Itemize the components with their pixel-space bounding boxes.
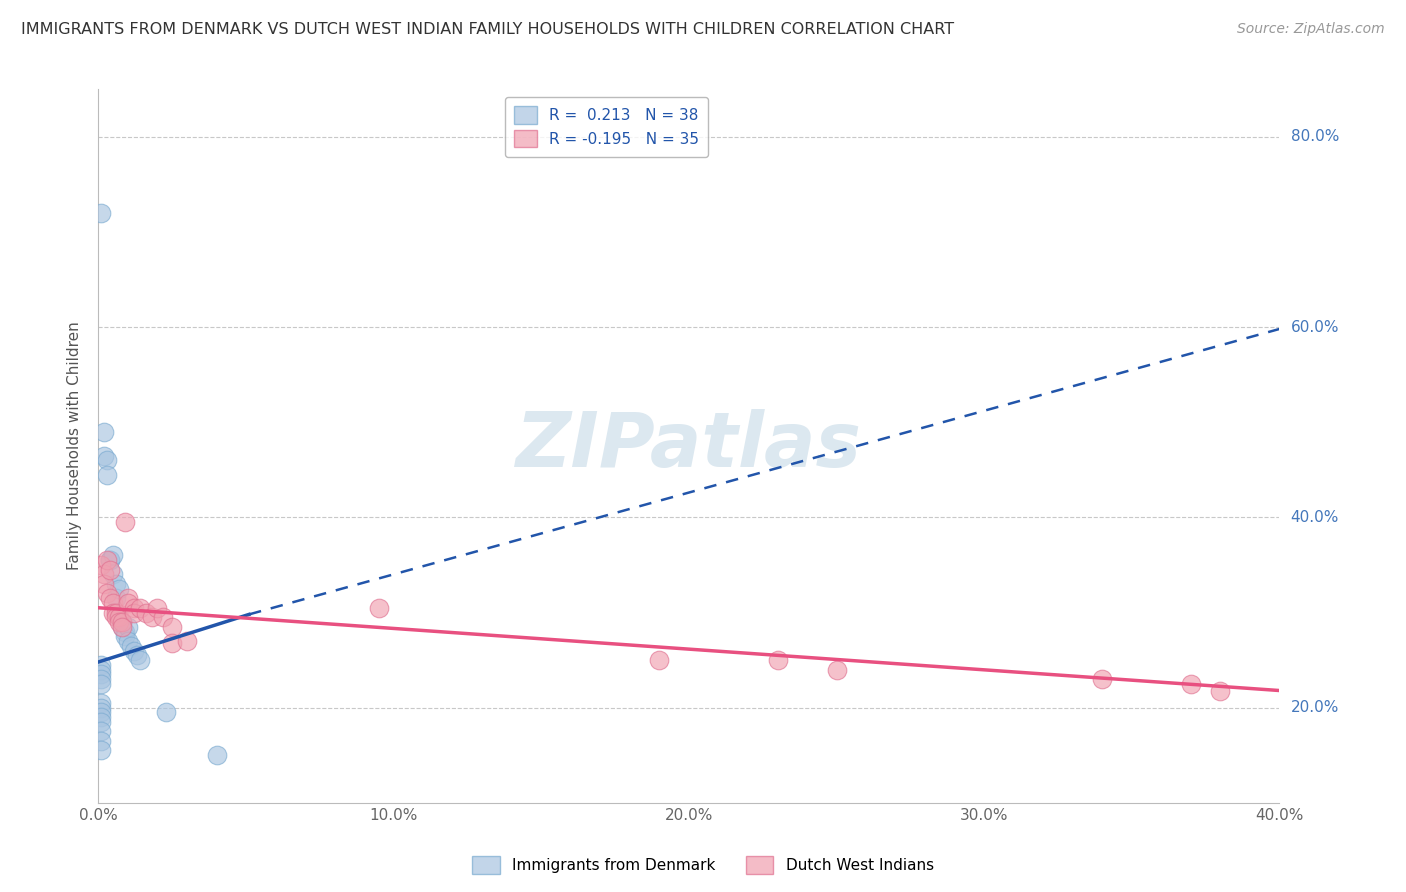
Point	[105, 610, 128, 624]
Text: Source: ZipAtlas.com: Source: ZipAtlas.com	[1237, 22, 1385, 37]
Point	[90, 706, 112, 720]
Point	[96, 553, 118, 567]
Point	[90, 657, 112, 672]
Point	[103, 606, 125, 620]
Point	[90, 724, 112, 739]
Point	[111, 620, 134, 634]
Point	[155, 706, 177, 720]
Point	[90, 734, 112, 748]
Point	[766, 653, 789, 667]
Point	[103, 596, 125, 610]
Point	[108, 615, 131, 629]
Point	[648, 653, 671, 667]
Point	[90, 677, 112, 691]
Point	[90, 743, 112, 757]
Point	[117, 591, 139, 606]
Point	[176, 634, 198, 648]
Point	[90, 663, 112, 677]
Point	[98, 563, 121, 577]
Point	[96, 586, 118, 600]
Point	[141, 610, 163, 624]
Point	[96, 467, 118, 482]
Point	[105, 591, 128, 606]
Point	[120, 639, 142, 653]
Point	[117, 620, 139, 634]
Point	[825, 663, 848, 677]
Point	[1180, 677, 1202, 691]
Point	[114, 629, 136, 643]
Point	[122, 600, 145, 615]
Point	[1209, 683, 1232, 698]
Point	[108, 610, 131, 624]
Point	[122, 606, 145, 620]
Legend: Immigrants from Denmark, Dutch West Indians: Immigrants from Denmark, Dutch West Indi…	[467, 850, 939, 880]
Point	[90, 710, 112, 724]
Point	[105, 577, 128, 591]
Y-axis label: Family Households with Children: Family Households with Children	[67, 322, 83, 570]
Point	[152, 610, 174, 624]
Legend: R =  0.213   N = 38, R = -0.195   N = 35: R = 0.213 N = 38, R = -0.195 N = 35	[505, 97, 709, 157]
Point	[93, 425, 115, 439]
Point	[162, 636, 183, 650]
Point	[146, 600, 169, 615]
Point	[103, 549, 125, 563]
Point	[128, 653, 150, 667]
Point	[122, 643, 145, 657]
Text: 20.0%: 20.0%	[1291, 700, 1339, 715]
Text: 80.0%: 80.0%	[1291, 129, 1339, 145]
Point	[128, 600, 150, 615]
Point	[90, 714, 112, 729]
Point	[114, 624, 136, 639]
Point	[90, 667, 112, 681]
Point	[90, 558, 112, 572]
Text: 40.0%: 40.0%	[1291, 510, 1339, 524]
Point	[114, 515, 136, 529]
Point	[135, 606, 157, 620]
Point	[108, 582, 131, 596]
Point	[90, 672, 112, 686]
Point	[105, 606, 128, 620]
Point	[93, 449, 115, 463]
Point	[90, 206, 112, 220]
Point	[98, 553, 121, 567]
Text: ZIPatlas: ZIPatlas	[516, 409, 862, 483]
Point	[90, 696, 112, 710]
Point	[368, 600, 391, 615]
Point	[111, 615, 134, 629]
Point	[98, 553, 121, 567]
Point	[205, 748, 228, 763]
Point	[103, 567, 125, 582]
Point	[96, 453, 118, 467]
Text: IMMIGRANTS FROM DENMARK VS DUTCH WEST INDIAN FAMILY HOUSEHOLDS WITH CHILDREN COR: IMMIGRANTS FROM DENMARK VS DUTCH WEST IN…	[21, 22, 955, 37]
Point	[162, 620, 183, 634]
Point	[111, 620, 134, 634]
Point	[111, 615, 134, 629]
Point	[90, 700, 112, 714]
Point	[98, 591, 121, 606]
Point	[117, 634, 139, 648]
Point	[93, 577, 115, 591]
Text: 60.0%: 60.0%	[1291, 319, 1339, 334]
Point	[125, 648, 148, 663]
Point	[108, 610, 131, 624]
Point	[1091, 672, 1114, 686]
Point	[93, 567, 115, 582]
Point	[117, 596, 139, 610]
